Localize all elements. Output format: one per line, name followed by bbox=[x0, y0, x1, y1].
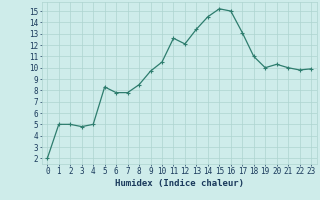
X-axis label: Humidex (Indice chaleur): Humidex (Indice chaleur) bbox=[115, 179, 244, 188]
